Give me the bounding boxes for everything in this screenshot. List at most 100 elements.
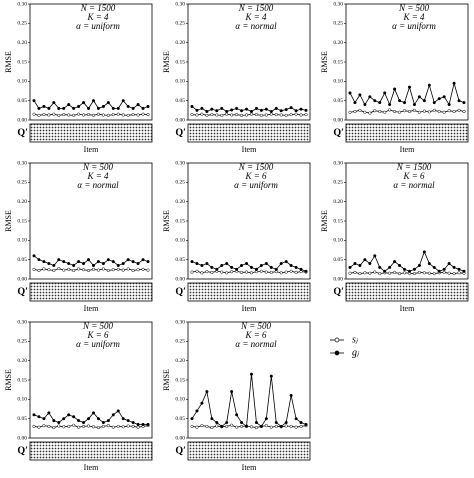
data-point (259, 269, 263, 273)
data-point (279, 424, 283, 428)
data-point (111, 260, 115, 264)
q-label: Q′ (175, 286, 186, 297)
data-point (244, 270, 249, 274)
data-point (215, 109, 219, 113)
legend-label: gⱼ (352, 347, 360, 358)
data-point (398, 110, 402, 114)
data-point (101, 104, 105, 109)
data-point (126, 424, 130, 428)
data-point (77, 260, 81, 264)
data-point (269, 109, 273, 114)
y-tick-label: 0.30 (175, 319, 185, 325)
data-point (32, 267, 36, 271)
annotation: α = uniform (234, 180, 278, 190)
data-point (72, 415, 76, 419)
data-point (215, 420, 219, 425)
data-point (388, 102, 392, 107)
data-point (363, 110, 367, 114)
data-point (269, 425, 273, 429)
data-point (32, 112, 36, 116)
series-line (191, 113, 307, 116)
y-tick-label: 0.30 (17, 1, 27, 7)
data-point (249, 109, 254, 114)
data-point (205, 109, 209, 114)
data-point (96, 260, 100, 264)
data-point (398, 263, 402, 268)
data-point (200, 271, 204, 275)
data-point (52, 426, 56, 430)
data-point (141, 258, 145, 262)
q-label: Q′ (333, 127, 344, 138)
data-point (116, 263, 120, 268)
data-point (205, 270, 209, 274)
data-point (402, 271, 407, 275)
data-point (437, 97, 441, 101)
data-point (126, 113, 130, 117)
series-line (33, 424, 149, 428)
y-tick-label: 0.25 (175, 180, 185, 186)
annotation: α = normal (235, 339, 277, 349)
data-point (195, 269, 199, 273)
data-point (215, 424, 219, 428)
data-point (136, 113, 140, 117)
data-point (230, 108, 234, 112)
annotation: N = 1500 (80, 3, 116, 13)
data-point (249, 372, 254, 376)
annotation: α = uniform (76, 339, 120, 349)
data-point (412, 108, 416, 112)
data-point (244, 113, 249, 117)
data-point (422, 99, 426, 103)
annotation: N = 500 (82, 321, 114, 331)
data-point (284, 420, 288, 425)
data-point (240, 109, 244, 113)
data-point (82, 261, 86, 266)
data-point (116, 267, 120, 271)
y-tick-label: 0.10 (175, 238, 185, 244)
data-point (126, 104, 130, 109)
data-point (190, 424, 194, 428)
data-point (417, 270, 421, 274)
data-point (91, 99, 96, 103)
y-tick-label: 0.00 (175, 435, 185, 441)
data-point (442, 267, 446, 271)
y-axis-label: RMSE (4, 51, 13, 73)
y-tick-label: 0.10 (17, 238, 27, 244)
data-point (82, 113, 86, 117)
data-point (72, 423, 76, 427)
data-point (116, 112, 120, 116)
data-point (136, 102, 140, 107)
y-tick-label: 0.25 (17, 339, 27, 345)
y-tick-label: 0.20 (333, 199, 343, 205)
data-point (57, 424, 61, 428)
data-point (368, 95, 372, 99)
data-point (240, 113, 244, 117)
data-point (77, 419, 81, 423)
data-point (304, 108, 308, 112)
data-point (402, 267, 407, 271)
data-point (269, 270, 273, 274)
data-point (373, 254, 377, 258)
data-point (111, 425, 115, 429)
series-line (349, 250, 465, 272)
y-tick-label: 0.15 (17, 377, 27, 383)
y-axis-label: RMSE (320, 210, 329, 232)
data-point (37, 106, 41, 110)
data-point (432, 108, 436, 112)
data-point (348, 271, 352, 275)
data-point (284, 113, 288, 117)
data-point (353, 101, 357, 105)
x-axis-label: Item (84, 463, 99, 472)
data-point (353, 109, 357, 114)
data-point (62, 106, 66, 110)
data-point (136, 425, 140, 429)
data-point (279, 109, 283, 113)
y-tick-label: 0.00 (175, 276, 185, 282)
data-point (220, 424, 224, 428)
data-point (37, 415, 41, 419)
data-point (121, 268, 125, 272)
data-point (52, 419, 56, 423)
data-point (402, 101, 407, 105)
y-tick-label: 0.15 (175, 218, 185, 224)
q-matrix (187, 123, 311, 143)
data-point (67, 424, 71, 428)
